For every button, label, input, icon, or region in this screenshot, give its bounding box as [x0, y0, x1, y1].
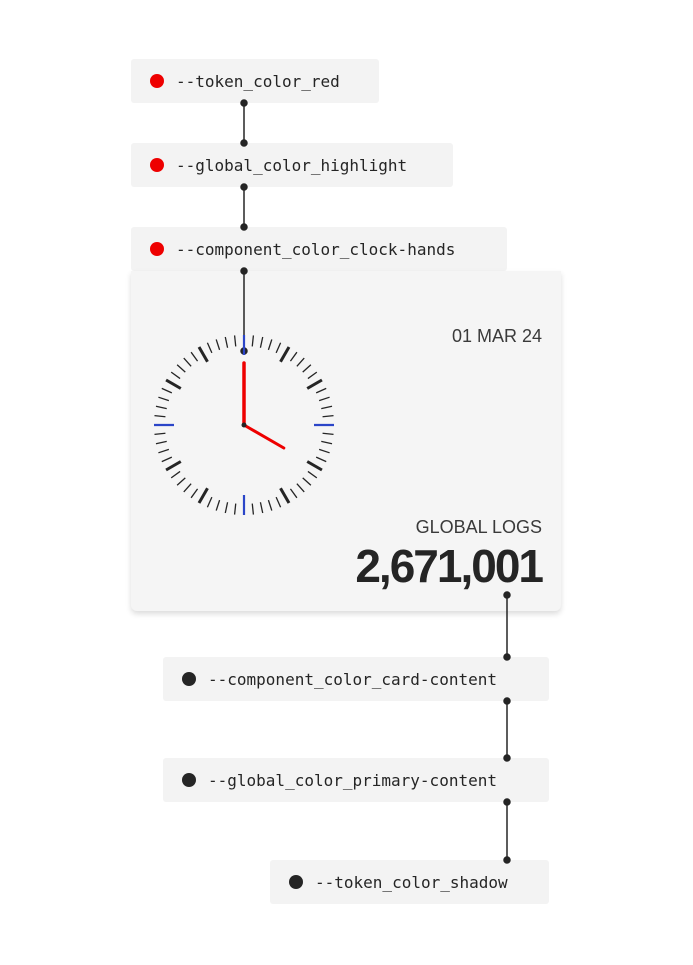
- clock-minute-tick: [315, 456, 327, 463]
- token-chip-clock-hands: --component_color_clock-hands: [131, 227, 507, 271]
- clock-minute-tick: [322, 414, 334, 418]
- connector-highlight-clock-hands: [240, 183, 248, 231]
- clock-minute-tick: [224, 336, 229, 348]
- color-swatch-clock-hands: [150, 242, 164, 256]
- clock-minute-tick: [215, 499, 221, 511]
- clock-minute-tick: [154, 432, 166, 436]
- color-swatch-red: [150, 74, 164, 88]
- clock-hour-tick: [279, 346, 291, 363]
- clock-minute-tick: [289, 488, 298, 499]
- token-chip-red: --token_color_red: [131, 59, 379, 103]
- token-chip-card-content: --component_color_card-content: [163, 657, 549, 701]
- clock-minute-tick: [315, 387, 327, 394]
- connector-card-card-content: [503, 591, 511, 661]
- clock-minute-tick: [275, 496, 282, 508]
- token-label: --component_color_clock-hands: [176, 239, 456, 259]
- clock-minute-tick: [215, 339, 221, 351]
- clock-minute-tick: [158, 448, 170, 454]
- connector-card-content-primary: [503, 697, 511, 762]
- token-chip-shadow: --token_color_shadow: [270, 860, 549, 904]
- clock-minute-tick: [161, 387, 173, 394]
- clock-hour-tick: [197, 346, 209, 363]
- stats-card: 01 MAR 24 GLOBAL LOGS 2,671,001: [131, 271, 561, 611]
- clock-minute-tick: [318, 396, 330, 402]
- token-label: --global_color_primary-content: [208, 770, 497, 790]
- token-label: --token_color_red: [176, 71, 340, 91]
- clock-minute-tick: [170, 470, 181, 479]
- clock-minute-tick: [296, 483, 305, 493]
- clock-face: [154, 335, 334, 515]
- clock-minute-tick: [154, 414, 166, 418]
- clock-minute-tick: [322, 432, 334, 436]
- logs-value: 2,671,001: [355, 540, 544, 592]
- token-chip-primary-content: --global_color_primary-content: [163, 758, 549, 802]
- clock-minute-tick: [307, 371, 318, 380]
- clock-minute-tick: [275, 342, 282, 354]
- clock-minute-tick: [233, 335, 237, 347]
- clock-minute-tick: [302, 364, 312, 373]
- color-swatch-highlight: [150, 158, 164, 172]
- clock-minute-tick: [190, 488, 199, 499]
- clock-minute-tick: [302, 477, 312, 486]
- token-label: --global_color_highlight: [176, 155, 408, 175]
- color-swatch-card-content: [182, 672, 196, 686]
- clock-minute-tick: [224, 502, 229, 514]
- clock-pivot: [241, 422, 247, 428]
- token-label: --component_color_card-content: [208, 669, 497, 689]
- clock-minute-tick: [176, 477, 186, 486]
- clock-minute-tick: [190, 351, 199, 362]
- clock-minute-tick: [183, 357, 192, 367]
- clock-minute-tick: [155, 440, 167, 445]
- clock-minute-tick: [206, 496, 213, 508]
- connector-primary-shadow: [503, 798, 511, 864]
- clock-minute-tick: [161, 456, 173, 463]
- clock-minute-tick: [307, 470, 318, 479]
- color-swatch-primary-content: [182, 773, 196, 787]
- clock-minute-tick: [158, 396, 170, 402]
- clock-minute-tick: [251, 503, 255, 515]
- clock-hour-tick: [306, 460, 323, 472]
- clock-minute-tick: [251, 335, 255, 347]
- clock-hour-tick: [306, 378, 323, 390]
- clock-minute-tick: [233, 503, 237, 515]
- clock-hour-tick: [279, 487, 291, 504]
- clock-minute-tick: [259, 336, 264, 348]
- clock-hour-tick: [165, 460, 182, 472]
- clock-hour-tick: [197, 487, 209, 504]
- clock-minute-tick: [296, 357, 305, 367]
- logs-label: GLOBAL LOGS: [415, 517, 542, 537]
- connectors: [240, 99, 511, 864]
- color-swatch-shadow: [289, 875, 303, 889]
- clock-hour-hand: [242, 423, 286, 450]
- token-chip-highlight: --global_color_highlight: [131, 143, 453, 187]
- clock-minute-tick: [289, 351, 298, 362]
- clock-minute-tick: [170, 371, 181, 380]
- clock-minute-tick: [267, 339, 273, 351]
- connector-red-highlight: [240, 99, 248, 147]
- clock-minute-tick: [259, 502, 264, 514]
- token-label: --token_color_shadow: [315, 872, 508, 892]
- clock-minute-tick: [321, 405, 333, 410]
- clock-minute-tick: [176, 364, 186, 373]
- clock-hour-tick: [165, 378, 182, 390]
- clock-minute-tick: [155, 405, 167, 410]
- clock-minute-tick: [183, 483, 192, 493]
- clock-minute-tick: [318, 448, 330, 454]
- clock-minute-tick: [321, 440, 333, 445]
- clock-minute-tick: [206, 342, 213, 354]
- clock-minute-tick: [267, 499, 273, 511]
- card-date: 01 MAR 24: [451, 326, 542, 346]
